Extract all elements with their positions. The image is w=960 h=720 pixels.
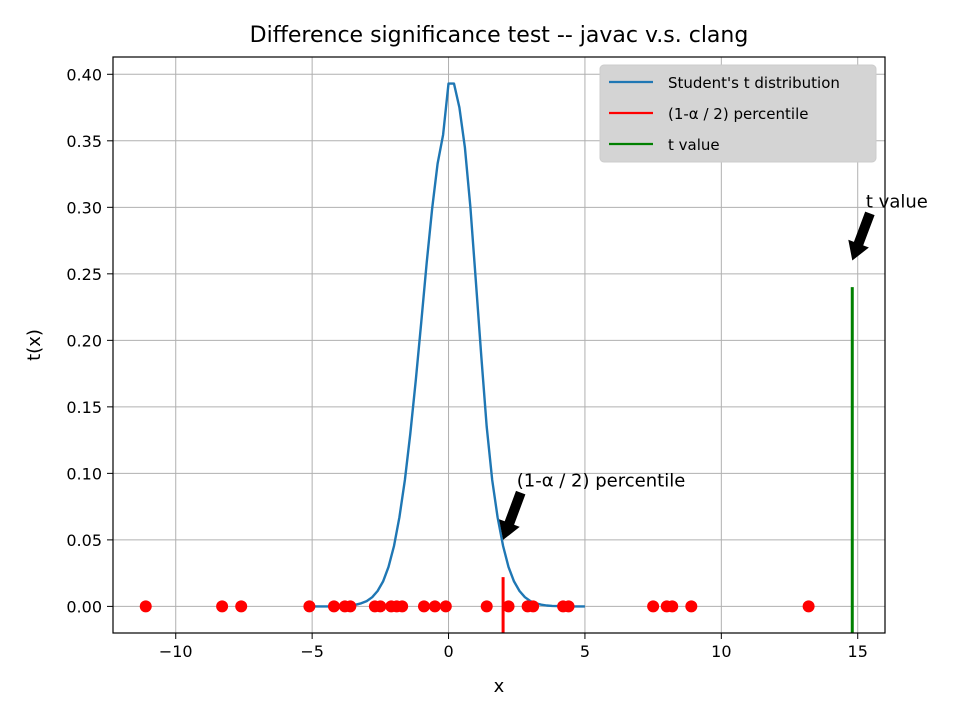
plot-data [139, 82, 854, 633]
sample-point [502, 600, 515, 613]
percentile-annotation: (1-α / 2) percentile [517, 471, 686, 492]
annotations: (1-α / 2) percentile t value [499, 191, 928, 540]
y-tick-label: 0.10 [66, 464, 102, 483]
y-tick-label: 0.00 [66, 597, 102, 616]
x-tick-label: −10 [159, 642, 193, 661]
sample-point [802, 600, 815, 613]
y-axis-label: t(x) [24, 329, 45, 361]
sample-point [327, 600, 340, 613]
y-tick-label: 0.25 [66, 265, 102, 284]
t-value-annotation: t value [866, 191, 928, 212]
plot-frame [112, 56, 886, 634]
percentile-arrow [499, 490, 526, 540]
x-tick-label: 10 [711, 642, 731, 661]
y-tick-label: 0.20 [66, 331, 102, 350]
y-tick-label: 0.30 [66, 198, 102, 217]
x-tick-label: 15 [848, 642, 868, 661]
sample-point [439, 600, 452, 613]
x-tick-label: 0 [443, 642, 453, 661]
x-axis-label: x [494, 676, 505, 697]
legend-box [599, 64, 877, 163]
chart-title: Difference significance test -- javac v.… [250, 23, 749, 48]
y-tick-label: 0.35 [66, 132, 102, 151]
sample-point [303, 600, 316, 613]
sample-point [647, 600, 660, 613]
x-tick-label: 5 [580, 642, 590, 661]
sample-point [562, 600, 575, 613]
sample-point [480, 600, 493, 613]
t-value-arrow [848, 211, 875, 261]
sample-point [216, 600, 229, 613]
legend: Student's t distribution (1-α / 2) perce… [599, 64, 877, 163]
sample-point [374, 600, 387, 613]
sample-point [666, 600, 679, 613]
series-line-t-distribution [312, 82, 585, 608]
sample-point [428, 600, 441, 613]
x-tick-label: −5 [300, 642, 324, 661]
y-tick-label: 0.05 [66, 531, 102, 550]
y-tick-label: 0.40 [66, 65, 102, 84]
legend-label-t-value: t value [668, 136, 720, 154]
axis-ticks: −10 −5 0 5 10 15 0.00 0.05 0.10 0.15 0.20 0.25 0.30 0… [66, 65, 868, 661]
sample-point [139, 600, 152, 613]
sample-point [527, 600, 540, 613]
sample-point [235, 600, 248, 613]
sample-point [344, 600, 357, 613]
sample-point [396, 600, 409, 613]
y-tick-label: 0.15 [66, 398, 102, 417]
sample-point [417, 600, 430, 613]
legend-label-t-distribution: Student's t distribution [668, 74, 840, 92]
legend-label-percentile: (1-α / 2) percentile [668, 105, 808, 123]
sample-point [685, 600, 698, 613]
